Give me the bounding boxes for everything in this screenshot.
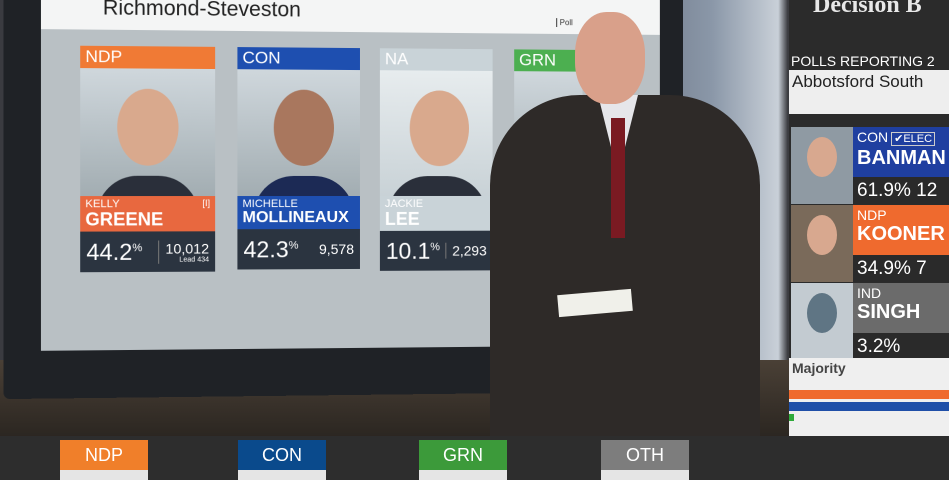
candidate-name: BANMAN: [857, 147, 946, 169]
last-name: MOLLINEAUX: [242, 209, 349, 227]
sidebar-candidate-singh: IND SINGH 3.2%: [789, 283, 949, 360]
sidebar-riding: Abbotsford South: [789, 70, 949, 114]
candidate-name: SINGH: [857, 301, 921, 323]
con-seat-bar: [789, 402, 949, 411]
vote-count: 9,578: [318, 240, 354, 258]
candidate-card-lee: NA JACKIE LEE 10.1% 2,293: [379, 48, 493, 271]
tally-oth: OTH: [601, 440, 689, 480]
party-label: NDP: [80, 45, 216, 70]
vote-percent: 10.1: [385, 237, 431, 264]
candidate-name: MICHELLE MOLLINEAUX: [237, 195, 360, 230]
last-name: GREENE: [85, 209, 164, 230]
candidate-name: [I] KELLY GREENE: [80, 196, 216, 232]
riding-title: Richmond-Steveston: [102, 0, 301, 22]
last-name: LEE: [384, 208, 420, 229]
party-label: IND: [857, 285, 882, 301]
candidate-stats: 44.2% 10,012 Lead 434: [80, 231, 216, 273]
tally-label: CON: [238, 440, 326, 470]
candidate-name: JACKIE LEE: [379, 195, 493, 231]
candidate-name: KOONER: [857, 223, 945, 245]
elected-check-icon: ✔ELEC: [891, 132, 936, 146]
tally-ndp: NDP: [60, 440, 148, 480]
candidate-card-mollineaux: CON MICHELLE MOLLINEAUX 42.3% 9,578: [237, 47, 360, 270]
vote-percent: 34.9% 7: [853, 255, 949, 282]
silhouette-icon: [791, 283, 853, 360]
tally-con: CON: [238, 440, 326, 480]
presenter: [490, 0, 760, 440]
candidate-card-greene: NDP [I] KELLY GREENE 44.2% 10,012 Lead 43…: [80, 45, 216, 273]
vote-percent: 3.2%: [853, 333, 949, 360]
lead-margin: Lead 434: [179, 256, 210, 264]
tally-label: GRN: [419, 440, 507, 470]
tally-label: OTH: [601, 440, 689, 470]
candidate-photo: [791, 205, 853, 282]
sidebar-candidate-banman: CON ✔ELEC BANMAN 61.9% 12: [789, 127, 949, 204]
results-sidebar: Decision B POLLS REPORTING 2 Abbotsford …: [789, 0, 949, 436]
show-title: Decision B: [813, 0, 922, 18]
vote-count: 10,012: [165, 239, 210, 257]
vote-percent: 44.2: [86, 238, 133, 265]
percent-symbol: %: [132, 241, 143, 254]
majority-label: Majority: [792, 360, 846, 376]
vote-percent: 61.9% 12: [853, 177, 949, 204]
party-label: NA: [379, 48, 493, 72]
percent-symbol: %: [288, 238, 299, 252]
party-label: CON: [857, 129, 889, 145]
candidate-stats: 42.3% 9,578: [237, 228, 360, 270]
seat-tally-bar: NDP CON GRN OTH: [0, 436, 949, 480]
vote-percent: 42.3: [243, 235, 289, 262]
majority-tracker: Majority: [789, 358, 949, 436]
incumbent-badge: [I]: [202, 198, 211, 209]
tally-label: NDP: [60, 440, 148, 470]
grn-seat-bar: [789, 414, 794, 421]
party-label: CON: [237, 47, 360, 71]
percent-symbol: %: [430, 240, 440, 253]
tally-grn: GRN: [419, 440, 507, 480]
candidate-photo: [791, 127, 853, 204]
party-label: NDP: [857, 207, 887, 223]
ndp-seat-bar: [789, 390, 949, 399]
polls-reporting: POLLS REPORTING 2: [791, 53, 935, 69]
candidate-stats: 10.1% 2,293: [379, 230, 493, 271]
sidebar-candidate-kooner: NDP KOONER 34.9% 7: [789, 205, 949, 282]
vote-count: 2,293: [445, 242, 487, 259]
